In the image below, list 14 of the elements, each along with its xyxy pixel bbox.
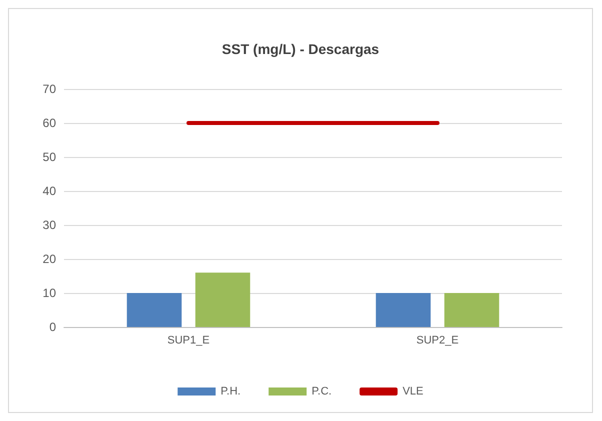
y-tick-label: 50 [42, 150, 56, 164]
legend-label: P.H. [220, 386, 241, 398]
x-tick-label: SUP1_E [167, 334, 210, 346]
y-tick-label: 60 [42, 116, 56, 130]
chart-title: SST (mg/L) - Descargas [222, 41, 380, 57]
y-tick-label: 30 [42, 218, 56, 232]
legend-label: VLE [402, 386, 424, 398]
y-tick-label: 40 [42, 184, 56, 198]
y-tick-label: 10 [42, 286, 56, 300]
y-tick-label: 20 [42, 252, 56, 266]
y-tick-label: 0 [49, 320, 56, 334]
y-tick-label: 70 [42, 82, 56, 96]
x-tick-label: SUP2_E [416, 334, 459, 346]
legend-label: P.C. [312, 386, 332, 398]
